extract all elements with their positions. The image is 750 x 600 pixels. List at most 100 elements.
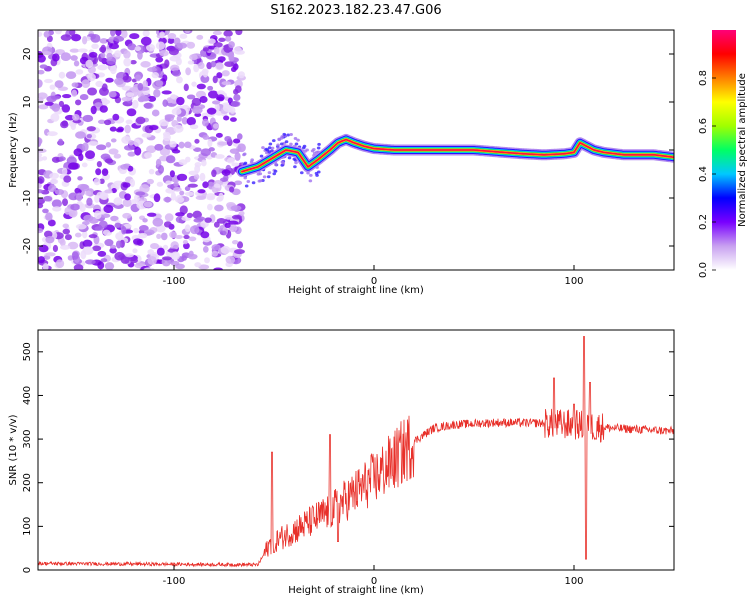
noise-blob [123,223,132,229]
noise-blob [211,250,219,257]
noise-blob [58,71,66,79]
noise-blob [104,119,112,126]
noise-blob [140,60,151,68]
noise-blob [55,259,65,269]
ridge-speckle [272,172,277,176]
noise-blob [186,94,196,100]
spectrogram-y-tick-label: -10 [22,190,33,206]
spectrogram-x-tick-label: 0 [371,276,377,287]
spectrogram-x-axis-label: Height of straight line (km) [288,285,424,296]
noise-blob [42,263,49,270]
noise-blob [62,223,70,229]
noise-blob [50,113,60,122]
noise-blob [70,55,78,61]
noise-blob [82,239,93,248]
noise-blob [222,103,232,112]
snr-x-tick-label: 100 [564,576,583,587]
noise-blob [200,231,210,239]
noise-blob [200,74,210,84]
noise-blob [216,90,225,96]
snr-x-axis-label: Height of straight line (km) [288,585,424,596]
noise-blob [90,33,101,43]
figure-title: S162.2023.182.23.47.G06 [270,3,441,18]
ridge-speckle [280,135,284,139]
noise-blob [217,94,225,102]
noise-blob [52,206,62,212]
noise-blob [212,123,219,129]
noise-blob [75,131,86,139]
noise-blob [212,30,222,36]
noise-blob [220,245,231,254]
noise-blob [151,109,160,117]
noise-blob [45,235,55,244]
noise-blob [159,147,171,156]
noise-blob [199,172,206,182]
spectrogram-x-tick-label: -100 [163,276,186,287]
noise-blob [204,217,212,223]
noise-blob [43,255,51,260]
noise-blob [82,114,94,123]
noise-blob [97,119,106,124]
noise-blob [215,132,223,138]
noise-blob [137,232,148,239]
noise-blob [217,56,226,62]
noise-blob [65,71,77,80]
noise-blob [225,35,232,42]
noise-blob [225,255,236,264]
noise-blob [69,30,76,37]
noise-blob [38,227,44,234]
noise-blob [113,35,125,42]
noise-blob [77,176,83,181]
noise-blob [160,232,168,241]
noise-blob [155,41,166,50]
noise-blob [110,215,119,222]
noise-blob [142,218,148,223]
noise-blob [152,217,164,227]
colorbar-gradient [712,30,736,270]
noise-blob [184,191,195,196]
noise-blob [162,74,168,82]
noise-blob [189,124,199,130]
noise-blob [155,80,164,87]
noise-blob [194,138,200,144]
noise-blob [164,114,176,119]
noise-blob [205,193,216,199]
ridge-speckle [267,171,272,175]
noise-blob [91,43,99,49]
noise-blob [82,229,88,239]
noise-blob [141,132,152,138]
noise-blob [226,157,235,164]
noise-blob [43,31,50,38]
ridge-speckle [261,146,265,150]
noise-blob [176,173,188,182]
noise-blob [169,170,175,178]
noise-blob [38,189,44,194]
noise-blob [112,113,120,121]
noise-blob [124,253,134,258]
ridge-speckle [244,184,249,188]
noise-blob [104,158,114,164]
noise-blob [127,151,136,157]
noise-blob [144,152,153,159]
ridge-speckle [284,140,289,144]
noise-blob [204,257,210,264]
noise-blob [38,31,43,37]
snr-series-line [38,336,674,568]
noise-blob [202,47,209,52]
noise-blob [103,204,114,214]
noise-blob [46,131,58,137]
noise-blob [173,37,181,46]
ridge-speckle [299,171,304,175]
noise-blob [234,249,245,255]
noise-blob [216,72,223,79]
ridge-speckle [286,133,290,137]
noise-blob [87,141,99,146]
noise-blob [122,85,130,91]
snr-x-tick-label: 0 [371,576,377,587]
noise-blob [114,222,122,229]
noise-blob [99,38,109,44]
noise-blob [147,249,155,255]
spectrogram-y-axis-label: Frequency (Hz) [8,112,19,188]
noise-blob [73,148,83,157]
